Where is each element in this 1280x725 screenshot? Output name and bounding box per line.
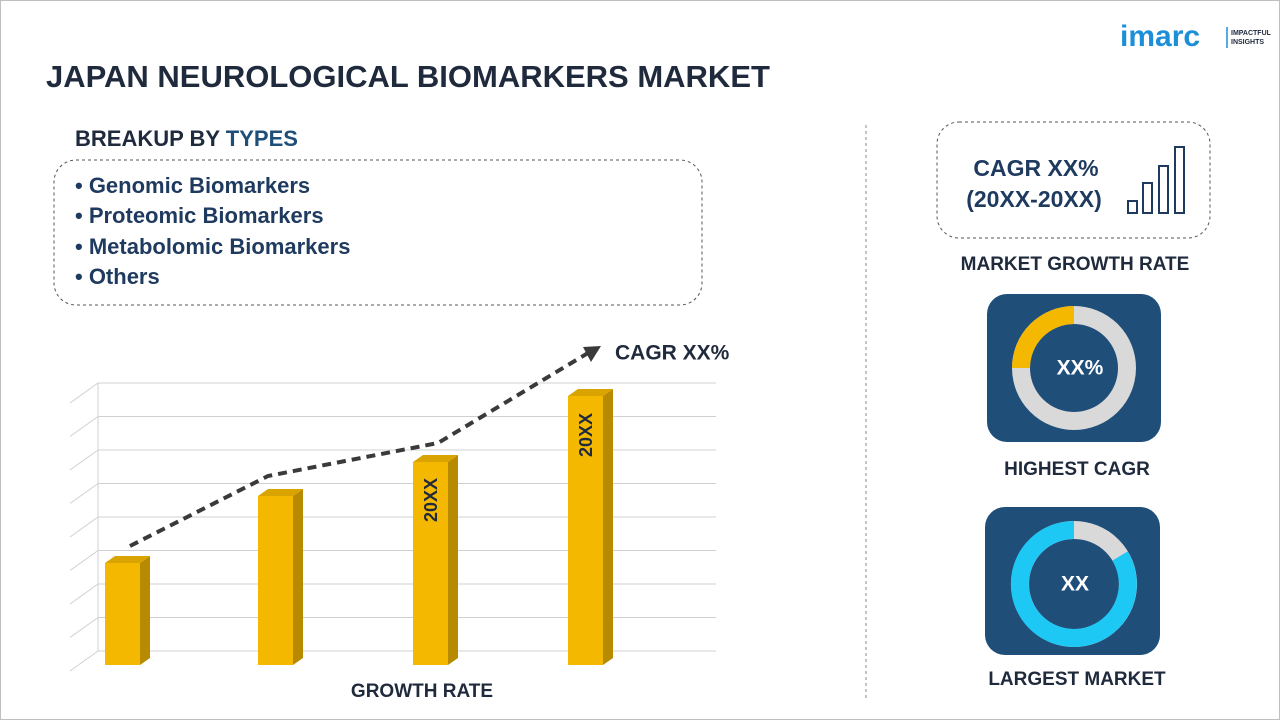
bar-side <box>603 389 613 665</box>
breakup-highlight: TYPES <box>226 126 298 151</box>
trend-label: CAGR XX% <box>615 342 730 365</box>
type-item: • Genomic Biomarkers <box>75 173 310 198</box>
bar-front <box>258 496 293 665</box>
type-item: • Metabolomic Biomarkers <box>75 234 350 259</box>
types-box <box>53 159 703 306</box>
grid-line <box>69 382 99 404</box>
bar-label: 20XX <box>421 478 441 522</box>
highest-cagr-caption: HIGHEST CAGR <box>1004 459 1150 480</box>
grid-line <box>69 416 99 437</box>
type-item: • Proteomic Biomarkers <box>75 203 324 228</box>
bar-label: 20XX <box>576 413 596 457</box>
bar-front <box>568 396 603 665</box>
page-title: JAPAN NEUROLOGICAL BIOMARKERS MARKET <box>46 59 770 94</box>
bar-top <box>258 489 303 496</box>
grid-line <box>69 583 99 605</box>
bar-top <box>105 556 150 563</box>
donut-arc <box>1010 520 1137 647</box>
grid-line <box>69 483 99 504</box>
largest-market-value: XX <box>1061 573 1089 596</box>
grid-line <box>69 550 99 571</box>
cagr-box <box>936 121 1211 239</box>
bars <box>105 389 613 665</box>
type-item: • Others <box>75 264 160 289</box>
logo: imarc <box>1120 20 1200 53</box>
bar-top <box>568 389 613 396</box>
cagr-period: (20XX-20XX) <box>966 186 1102 212</box>
growth-icon <box>1127 146 1185 214</box>
grid-line <box>69 650 99 672</box>
bar-side <box>448 455 458 665</box>
grid-line <box>69 617 99 638</box>
trend-line <box>129 351 590 548</box>
highest-cagr-value: XX% <box>1057 357 1104 380</box>
breakup-label: BREAKUP BY TYPES <box>75 126 298 151</box>
grid-line <box>69 449 99 471</box>
cagr-line: CAGR XX% <box>973 155 1098 181</box>
donut-arc <box>1012 306 1075 369</box>
logo-tagline: INSIGHTS <box>1231 39 1264 46</box>
cagr-caption: MARKET GROWTH RATE <box>961 254 1190 275</box>
bar-side <box>140 556 150 665</box>
grid-line <box>69 516 99 538</box>
bar-side <box>293 489 303 665</box>
bar-front <box>105 563 140 665</box>
largest-market-caption: LARGEST MARKET <box>988 669 1166 690</box>
trend-arrowhead <box>583 346 601 362</box>
logo-tagline: IMPACTFUL <box>1231 30 1272 37</box>
x-label: GROWTH RATE <box>351 681 493 702</box>
breakup-label-text: BREAKUP BY <box>75 126 220 151</box>
bar-top <box>413 455 458 462</box>
bar-front <box>413 462 448 665</box>
